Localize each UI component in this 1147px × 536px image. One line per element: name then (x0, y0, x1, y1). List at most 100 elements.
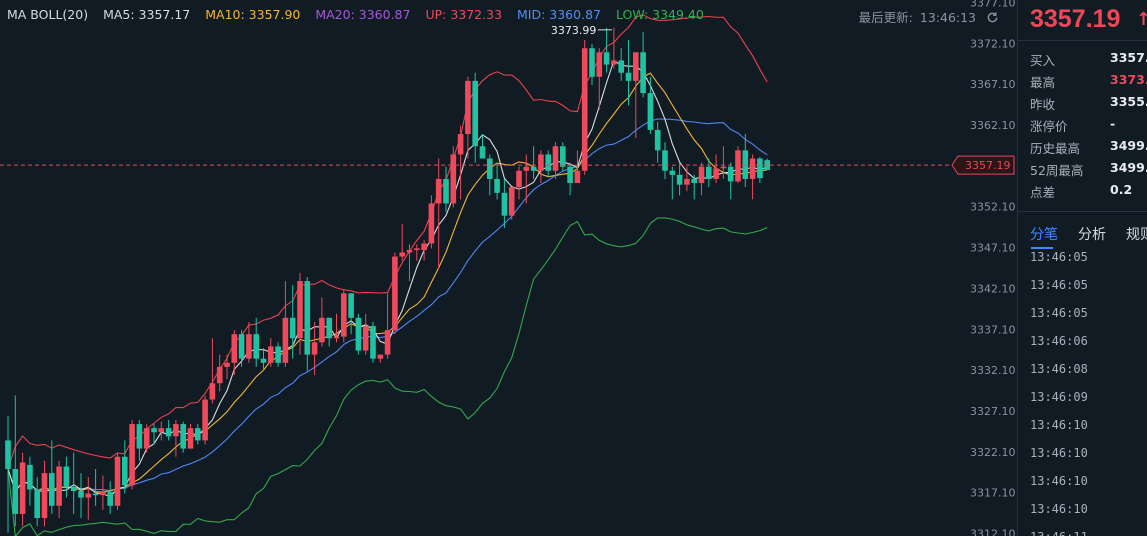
candle-body (465, 80, 471, 134)
candle-body (399, 252, 405, 257)
candle-body (421, 243, 427, 251)
candle-body (698, 166, 705, 184)
tick-time: 13:46:06 (1030, 334, 1088, 348)
candle-body (173, 424, 179, 437)
last-update-time: 13:46:13 (919, 10, 977, 25)
candle-body (706, 166, 712, 179)
legend-ma10: MA10: 3357.90 (205, 7, 301, 22)
y-axis-tick-label: 3347.10 (970, 242, 1016, 255)
candle-body (574, 170, 581, 184)
candle-body (85, 493, 92, 498)
candle-body (304, 281, 311, 355)
candle-body (5, 440, 11, 469)
candle-body (129, 424, 135, 486)
last-update-label: 最后更新: (858, 10, 913, 25)
quote-label: 历史最高 (1030, 141, 1081, 156)
quote-row: 历史最高 3499.9 (1030, 138, 1147, 160)
current-price-label: 3357.19 (965, 159, 1011, 172)
candle-body (70, 486, 77, 492)
candle-body (63, 466, 70, 487)
candle-body (727, 166, 734, 182)
candle-body (114, 456, 121, 506)
candle-body (450, 154, 457, 204)
candle-body (348, 293, 354, 318)
indicator-legend: MA BOLL(20) MA5: 3357.17 MA10: 3357.90 M… (7, 7, 715, 22)
candle-body (545, 154, 551, 171)
boll-lower-line (7, 217, 768, 536)
candle-body (589, 48, 595, 77)
candle-body (523, 166, 530, 171)
candle-body (516, 170, 522, 188)
tick-time: 13:46:08 (1030, 362, 1088, 376)
candle-body (618, 60, 624, 73)
refresh-icon[interactable] (986, 11, 999, 27)
candlestick-chart[interactable]: 3377.10 3372.10 3367.10 3362.10 3352.10 3347.… (0, 0, 1017, 536)
quote-row: 昨收 3355.1 (1030, 94, 1147, 116)
tab-analysis[interactable]: 分析 (1078, 227, 1106, 243)
candle-body (275, 346, 281, 363)
candle-body (246, 334, 252, 359)
tick-list[interactable]: 13:46:05 13:46:05 13:46:05 13:46:06 13:46:08… (1018, 252, 1147, 536)
candle-body (720, 166, 727, 169)
legend-up: UP: 3372.33 (425, 7, 503, 22)
y-axis-tick-label: 3377.10 (970, 0, 1016, 9)
quote-row: 52周最高 3499.9 (1030, 160, 1147, 182)
legend-ma20: MA20: 3360.87 (315, 7, 411, 22)
candle-body (151, 428, 157, 433)
candle-body (289, 317, 296, 339)
y-axis-tick-label: 3322.10 (970, 446, 1016, 459)
quote-value: - (1110, 116, 1116, 131)
current-price-tag (951, 155, 1015, 175)
quote-label: 涨停价 (1030, 119, 1068, 134)
panel-divider (1017, 0, 1018, 536)
y-axis-tick-label: 3332.10 (970, 364, 1016, 377)
candle-body (713, 168, 719, 179)
quote-value: 3373.9 (1110, 72, 1147, 87)
candle-body (34, 489, 40, 519)
candle-body (633, 52, 639, 81)
candle-body (158, 428, 165, 433)
legend-indicator[interactable]: MA BOLL(20) (7, 7, 89, 22)
quote-value: 3357.1 (1110, 50, 1147, 65)
candle-body (530, 166, 537, 171)
tick-time: 13:46:10 (1030, 418, 1088, 432)
candle-body (355, 317, 362, 351)
candle-body (684, 178, 690, 185)
candle-body (195, 428, 201, 441)
boll-upper-line (7, 14, 768, 470)
y-axis-tick-label: 3352.10 (970, 201, 1016, 214)
candle-body (749, 158, 756, 179)
candle-body (100, 491, 106, 496)
tab-ticks[interactable]: 分笔 (1030, 227, 1058, 243)
y-axis-tick-label: 3367.10 (970, 78, 1016, 91)
tick-time: 13:46:10 (1030, 446, 1088, 460)
tick-time: 13:46:11 (1030, 530, 1088, 536)
candle-body (377, 354, 384, 359)
tick-time: 13:46:10 (1030, 502, 1088, 516)
candle-body (41, 473, 48, 519)
candle-body (691, 178, 697, 184)
candle-body (224, 362, 230, 367)
y-axis-tick-label: 3317.10 (970, 487, 1016, 500)
candle-body (508, 187, 515, 216)
quote-row: 最高 3373.9 (1030, 72, 1147, 94)
candle-body (49, 473, 55, 506)
candle-body (676, 174, 683, 185)
candle-body (596, 52, 603, 77)
high-value-label: 3373.99 (551, 24, 597, 37)
legend-ma5: MA5: 3357.17 (103, 7, 191, 22)
candle-body (326, 317, 332, 339)
candle-body (414, 248, 420, 251)
chart-panel[interactable]: 3377.10 3372.10 3367.10 3362.10 3352.10 3347.… (0, 0, 1017, 536)
y-axis-tick-label: 3362.10 (970, 119, 1016, 132)
candle-body (384, 330, 391, 355)
candle-body (209, 383, 216, 400)
tick-time: 13:46:05 (1030, 278, 1088, 292)
candle-body (640, 52, 646, 94)
candle-body (662, 150, 668, 171)
tab-rules[interactable]: 规则 (1126, 227, 1147, 243)
candle-body (143, 428, 150, 449)
candle-body (341, 293, 347, 337)
quote-label: 买入 (1030, 53, 1056, 68)
candle-body (625, 72, 632, 81)
